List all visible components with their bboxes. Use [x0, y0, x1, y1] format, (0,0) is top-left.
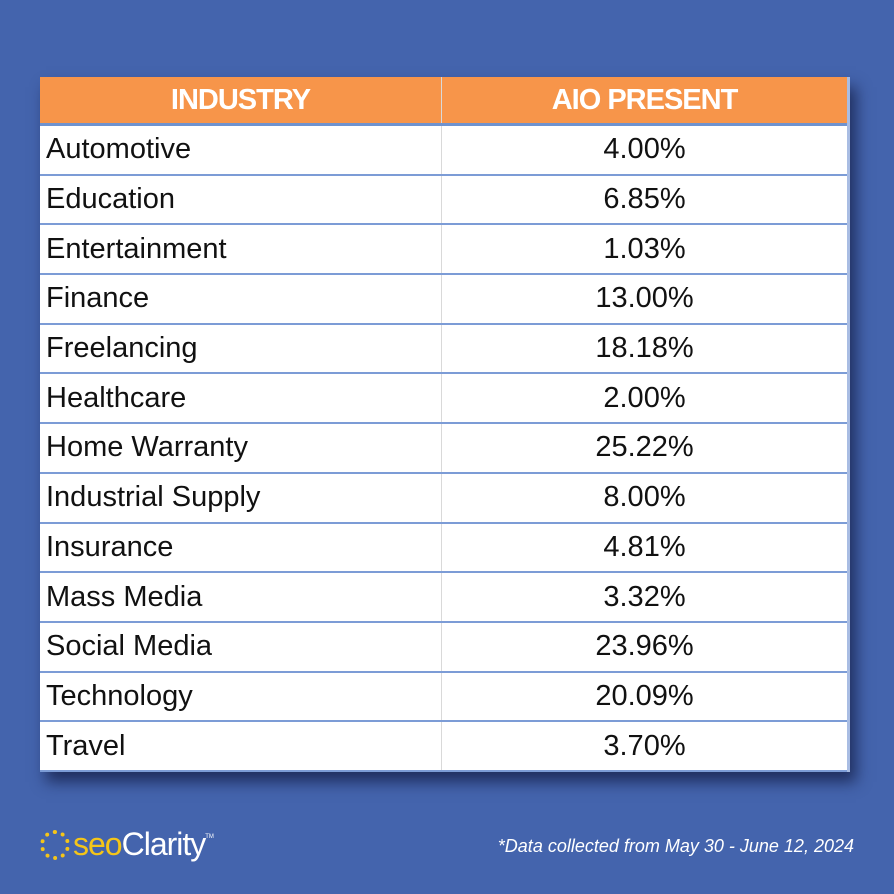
table-row: Entertainment 1.03% — [40, 225, 847, 276]
industry-cell: Home Warranty — [40, 424, 442, 472]
table-header: INDUSTRY AIO PRESENT — [40, 77, 847, 126]
aio-present-cell: 3.70% — [603, 729, 686, 762]
table-row: Technology 20.09% — [40, 672, 847, 723]
logo-seo: seo — [73, 826, 123, 862]
table-row: Finance 13.00% — [40, 275, 847, 325]
table-row: Education 6.85% — [40, 175, 847, 226]
industry-cell: Technology — [40, 672, 442, 721]
header-industry: INDUSTRY — [40, 77, 442, 123]
header-aio-present: AIO PRESENT — [551, 83, 739, 116]
table-row: Healthcare 2.00% — [40, 374, 847, 425]
table-row: Automotive 4.00% — [40, 126, 847, 176]
industry-cell: Entertainment — [40, 225, 442, 274]
aio-present-cell: 20.09% — [595, 679, 694, 712]
table-row: Insurance 4.81% — [40, 523, 847, 574]
aio-present-cell: 13.00% — [595, 282, 694, 315]
seoclarity-logo: seo Clarity TM — [40, 826, 214, 863]
aio-present-cell: 3.32% — [603, 580, 686, 613]
aio-present-cell: 25.22% — [595, 431, 694, 464]
aio-present-cell: 6.85% — [603, 183, 686, 216]
aio-present-cell: 4.81% — [603, 530, 686, 563]
table-row: Industrial Supply 8.00% — [40, 473, 847, 524]
industry-cell: Automotive — [40, 126, 442, 174]
table-row: Home Warranty 25.22% — [40, 424, 847, 474]
aio-present-cell: 4.00% — [603, 133, 686, 166]
aio-present-cell: 8.00% — [603, 481, 686, 514]
industry-cell: Mass Media — [40, 573, 442, 621]
data-collection-note: *Data collected from May 30 - June 12, 2… — [497, 836, 854, 856]
industry-cell: Industrial Supply — [40, 473, 442, 522]
logo-clarity: Clarity — [121, 826, 207, 862]
industry-cell: Healthcare — [40, 374, 442, 423]
table-body: Automotive 4.00% Education 6.85% Entertainme… — [40, 126, 847, 772]
industry-cell: Insurance — [40, 523, 442, 572]
aio-present-cell: 1.03% — [603, 232, 686, 265]
industry-table: INDUSTRY AIO PRESENT Automotive 4.00% Educ… — [40, 77, 850, 772]
industry-cell: Travel — [40, 722, 442, 770]
table-row: Freelancing 18.18% — [40, 324, 847, 375]
logo-tm: TM — [205, 834, 214, 840]
industry-cell: Finance — [40, 275, 442, 323]
table-row: Travel 3.70% — [40, 722, 847, 772]
industry-cell: Social Media — [40, 622, 442, 671]
table-row: Social Media 23.96% — [40, 622, 847, 673]
aio-present-cell: 18.18% — [595, 332, 694, 365]
industry-cell: Education — [40, 175, 442, 224]
aio-present-cell: 23.96% — [595, 630, 694, 663]
table-row: Mass Media 3.32% — [40, 573, 847, 623]
industry-cell: Freelancing — [40, 324, 442, 373]
aio-present-cell: 2.00% — [603, 381, 686, 414]
sun-icon — [40, 829, 70, 860]
